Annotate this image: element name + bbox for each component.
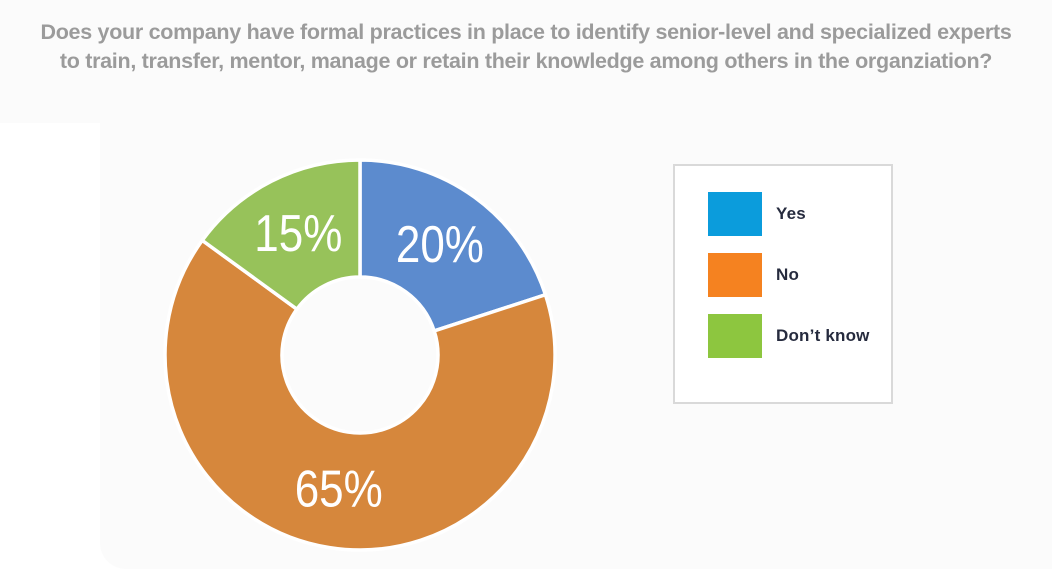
legend-swatch-icon (708, 192, 762, 236)
donut-slice-don-t-know (199, 158, 362, 312)
legend-label: Yes (776, 204, 806, 223)
title-line-1: Does your company have formal practices … (40, 20, 1012, 44)
chart-legend: Yes No Don’t know (673, 164, 893, 404)
page-background-band (0, 0, 1052, 123)
legend-label: No (776, 265, 800, 284)
legend-swatch-icon (708, 253, 762, 297)
donut-chart: 20% 65% 15% (163, 158, 557, 552)
legend-swatch-icon (708, 314, 762, 358)
donut-slice-no (163, 237, 557, 552)
legend-item-yes: Yes (708, 192, 891, 236)
donut-slice-yes (358, 158, 548, 334)
legend-item-no: No (708, 253, 891, 297)
slice-value-label: 15% (254, 205, 342, 263)
legend-label: Don’t know (776, 326, 870, 345)
title-line-2: to train, transfer, mentor, manage or re… (59, 49, 993, 73)
chart-question-title: Does your company have formal practices … (0, 18, 1052, 76)
slice-value-label: 20% (396, 216, 484, 274)
slice-value-label: 65% (295, 460, 383, 518)
legend-item-don-t-know: Don’t know (708, 314, 891, 358)
